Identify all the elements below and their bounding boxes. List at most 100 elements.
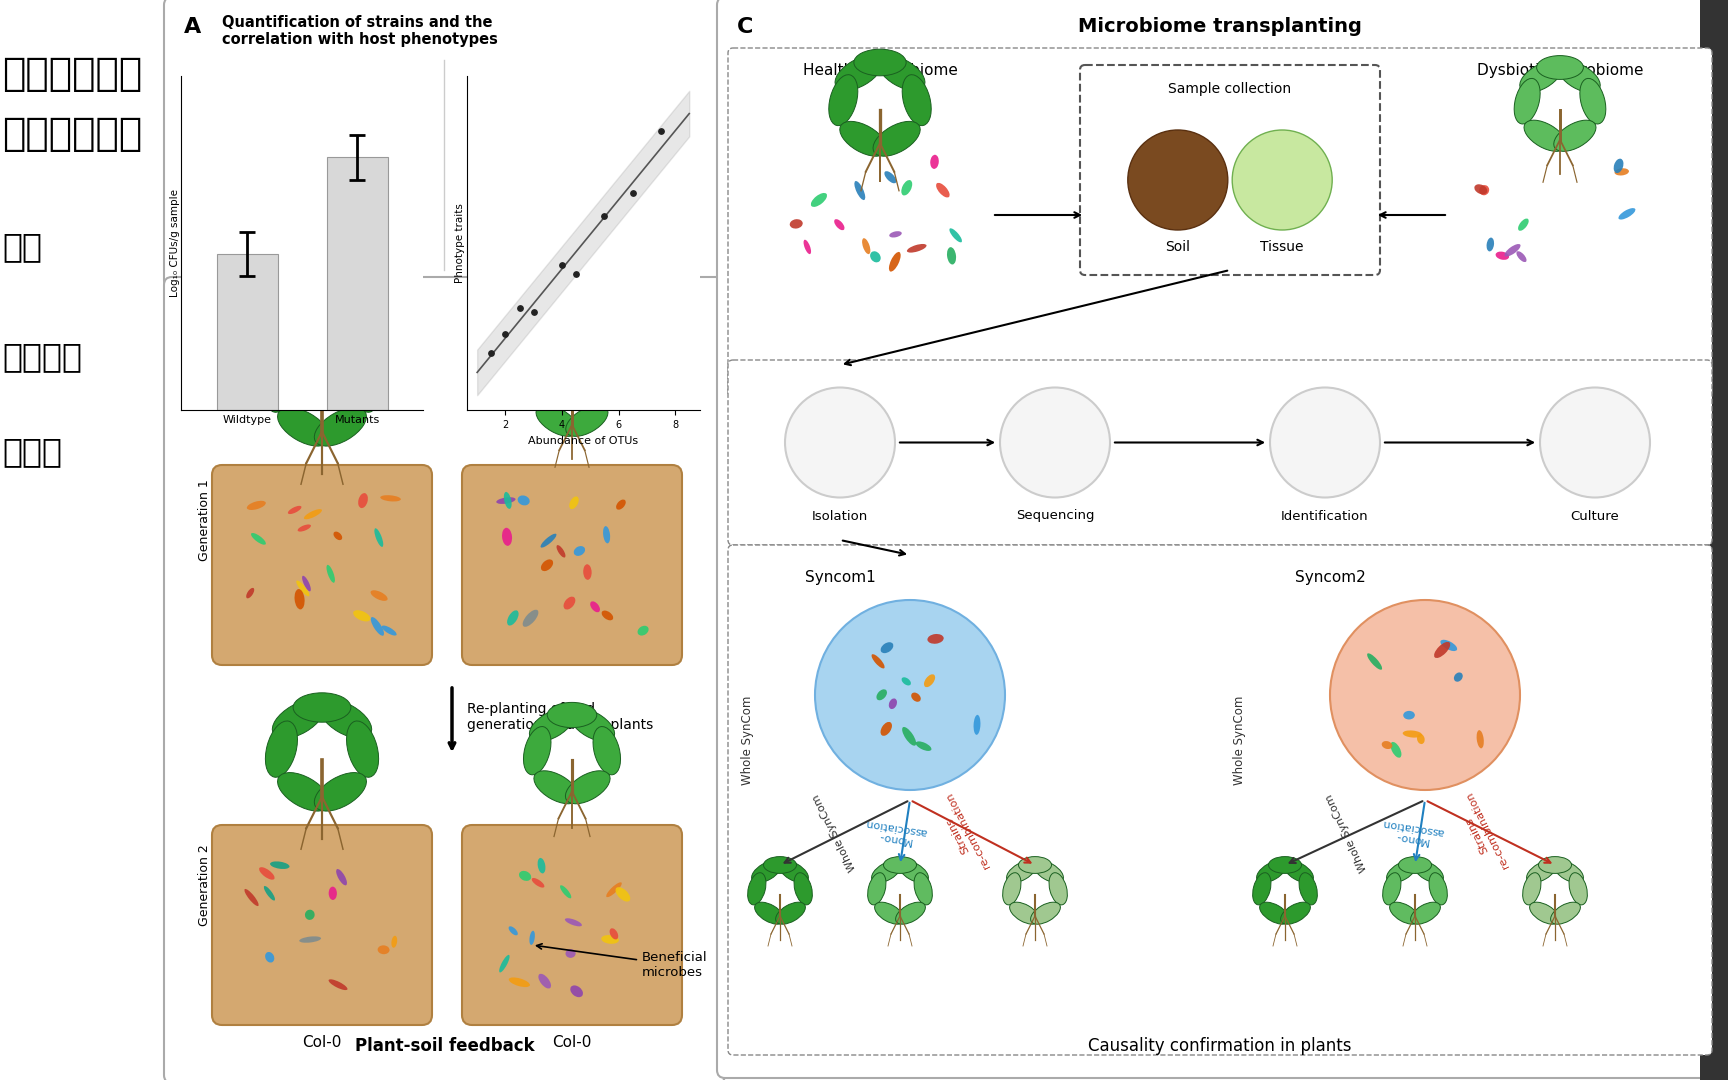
- Y-axis label: Phnotype traits: Phnotype traits: [454, 203, 465, 283]
- Ellipse shape: [854, 50, 905, 76]
- Ellipse shape: [1538, 856, 1571, 874]
- Ellipse shape: [885, 171, 897, 184]
- Ellipse shape: [1007, 861, 1037, 882]
- Ellipse shape: [1253, 873, 1272, 905]
- Ellipse shape: [1417, 734, 1424, 744]
- Circle shape: [816, 600, 1006, 789]
- Ellipse shape: [328, 887, 337, 900]
- Ellipse shape: [539, 974, 551, 988]
- Ellipse shape: [328, 980, 347, 990]
- Ellipse shape: [518, 496, 530, 505]
- Ellipse shape: [1260, 902, 1289, 924]
- Ellipse shape: [532, 878, 544, 888]
- Ellipse shape: [548, 702, 596, 728]
- Ellipse shape: [601, 935, 619, 944]
- Ellipse shape: [603, 526, 610, 543]
- Ellipse shape: [881, 643, 893, 653]
- Ellipse shape: [1382, 873, 1401, 905]
- Ellipse shape: [1519, 218, 1529, 231]
- Ellipse shape: [755, 902, 785, 924]
- Ellipse shape: [752, 861, 781, 882]
- Ellipse shape: [764, 856, 797, 874]
- Circle shape: [1331, 600, 1521, 789]
- Ellipse shape: [522, 610, 539, 626]
- Ellipse shape: [297, 525, 311, 531]
- Point: [492, 325, 520, 342]
- FancyBboxPatch shape: [727, 48, 1712, 399]
- Ellipse shape: [947, 247, 956, 265]
- Ellipse shape: [617, 500, 626, 510]
- Ellipse shape: [273, 700, 325, 739]
- Ellipse shape: [1299, 873, 1317, 905]
- Bar: [218, 254, 278, 410]
- Ellipse shape: [895, 902, 926, 924]
- Ellipse shape: [924, 674, 935, 687]
- Text: Generation 1: Generation 1: [197, 480, 211, 561]
- Ellipse shape: [793, 873, 812, 905]
- Ellipse shape: [266, 356, 297, 413]
- Ellipse shape: [888, 252, 900, 271]
- Ellipse shape: [1524, 120, 1566, 151]
- Ellipse shape: [327, 565, 335, 583]
- Text: Beneficial
microbes: Beneficial microbes: [537, 944, 708, 978]
- Text: B: B: [183, 297, 200, 318]
- Ellipse shape: [569, 497, 579, 509]
- Ellipse shape: [871, 654, 885, 669]
- Ellipse shape: [1536, 55, 1583, 80]
- Ellipse shape: [565, 918, 582, 927]
- Ellipse shape: [508, 977, 530, 987]
- Ellipse shape: [874, 902, 904, 924]
- Ellipse shape: [804, 240, 810, 254]
- Ellipse shape: [1474, 185, 1488, 194]
- Text: Mutant: Mutant: [541, 300, 603, 318]
- Ellipse shape: [320, 335, 372, 374]
- Text: Sequencing: Sequencing: [1016, 510, 1094, 523]
- Ellipse shape: [1429, 873, 1448, 905]
- Ellipse shape: [1569, 873, 1588, 905]
- Text: Plant-soil feedback: Plant-soil feedback: [354, 1037, 534, 1055]
- Ellipse shape: [370, 591, 387, 600]
- Ellipse shape: [496, 497, 515, 504]
- Ellipse shape: [1367, 653, 1382, 670]
- FancyBboxPatch shape: [727, 545, 1712, 1055]
- Ellipse shape: [537, 858, 546, 874]
- Circle shape: [785, 388, 895, 498]
- Ellipse shape: [347, 356, 378, 413]
- X-axis label: Abundance of OTUs: Abundance of OTUs: [529, 435, 638, 446]
- Ellipse shape: [503, 528, 511, 545]
- Text: 群验证: 群验证: [2, 435, 62, 468]
- Text: Whole SynCom: Whole SynCom: [741, 696, 753, 785]
- Ellipse shape: [570, 708, 615, 742]
- Text: Strains
re-combination: Strains re-combination: [1453, 789, 1510, 875]
- Ellipse shape: [1414, 861, 1443, 882]
- Circle shape: [1540, 388, 1650, 498]
- Ellipse shape: [378, 945, 389, 955]
- Ellipse shape: [1553, 861, 1583, 882]
- Ellipse shape: [295, 580, 309, 596]
- Point: [619, 185, 646, 202]
- Ellipse shape: [1517, 252, 1526, 262]
- Ellipse shape: [499, 955, 510, 972]
- Ellipse shape: [1579, 79, 1605, 124]
- Ellipse shape: [314, 772, 366, 811]
- Ellipse shape: [294, 328, 351, 357]
- Circle shape: [1270, 388, 1381, 498]
- Ellipse shape: [916, 741, 931, 751]
- Ellipse shape: [790, 219, 804, 229]
- Ellipse shape: [1049, 873, 1068, 905]
- Ellipse shape: [1284, 861, 1313, 882]
- Ellipse shape: [1505, 244, 1521, 257]
- Ellipse shape: [518, 870, 530, 881]
- Text: Strains
re-combination: Strains re-combination: [933, 791, 992, 875]
- Ellipse shape: [570, 985, 582, 997]
- Ellipse shape: [1619, 208, 1635, 219]
- Ellipse shape: [829, 75, 857, 125]
- Ellipse shape: [1486, 238, 1495, 252]
- Text: Generation 2: Generation 2: [197, 845, 211, 926]
- Ellipse shape: [914, 873, 933, 905]
- Ellipse shape: [247, 501, 266, 510]
- Ellipse shape: [570, 347, 612, 377]
- Ellipse shape: [949, 228, 962, 242]
- Circle shape: [1001, 388, 1109, 498]
- Point: [477, 345, 505, 362]
